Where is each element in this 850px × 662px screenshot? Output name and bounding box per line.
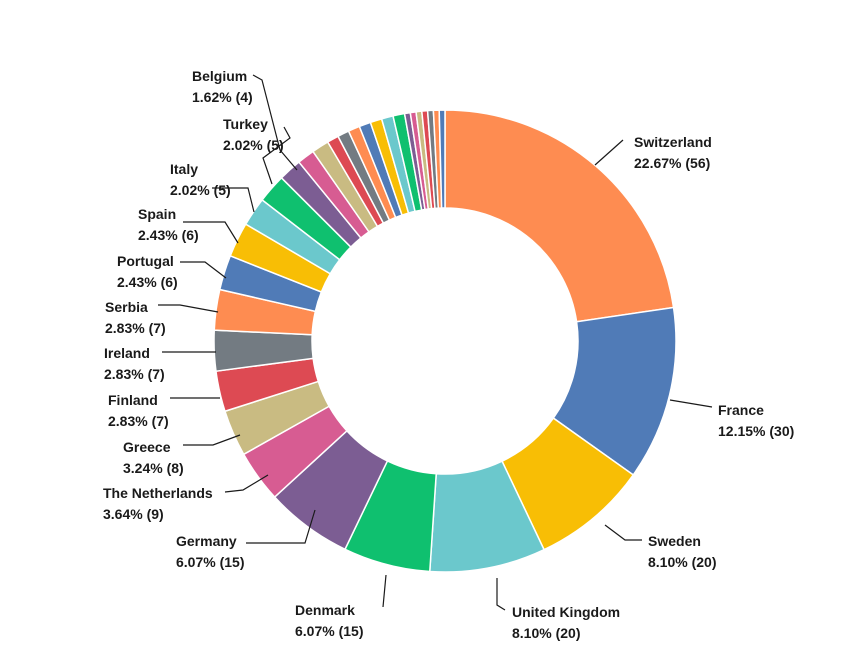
value-label-turkey: 2.02% (5) xyxy=(223,137,284,153)
label-portugal: Portugal xyxy=(117,253,174,269)
leader-line-sweden xyxy=(604,524,642,541)
label-ireland: Ireland xyxy=(104,345,150,361)
label-belgium: Belgium xyxy=(192,68,247,84)
slice-minor-16 xyxy=(438,109,446,209)
leader-line-italy xyxy=(212,187,255,213)
label-germany: Germany xyxy=(176,533,237,549)
label-sweden: Sweden xyxy=(648,533,701,549)
value-label-germany: 6.07% (15) xyxy=(176,554,244,570)
label-switzerland: Switzerland xyxy=(634,134,712,150)
value-label-italy: 2.02% (5) xyxy=(170,182,231,198)
leader-line-spain xyxy=(183,221,239,244)
label-the-netherlands: The Netherlands xyxy=(103,485,213,501)
value-label-serbia: 2.83% (7) xyxy=(105,320,166,336)
value-label-finland: 2.83% (7) xyxy=(108,413,169,429)
label-serbia: Serbia xyxy=(105,299,148,315)
value-label-portugal: 2.43% (6) xyxy=(117,274,178,290)
value-label-greece: 3.24% (8) xyxy=(123,460,184,476)
value-label-ireland: 2.83% (7) xyxy=(104,366,165,382)
label-italy: Italy xyxy=(170,161,198,177)
value-label-spain: 2.43% (6) xyxy=(138,227,199,243)
label-denmark: Denmark xyxy=(295,602,355,618)
label-spain: Spain xyxy=(138,206,176,222)
labels-group: Switzerland 22.67% (56) France 12.15% (30) S… xyxy=(103,68,794,641)
leader-line-turkey xyxy=(262,126,291,185)
value-label-united-kingdom: 8.10% (20) xyxy=(512,625,580,641)
value-label-france: 12.15% (30) xyxy=(718,423,794,439)
leader-line-the-netherlands xyxy=(224,474,269,493)
leader-line-france xyxy=(669,399,713,408)
leader-lines-group xyxy=(158,74,713,611)
leader-line-belgium xyxy=(252,74,298,171)
label-united-kingdom: United Kingdom xyxy=(512,604,620,620)
slices-group xyxy=(213,109,677,573)
leader-line-united-kingdom xyxy=(496,578,506,611)
leader-line-portugal xyxy=(180,261,227,279)
value-label-the-netherlands: 3.64% (9) xyxy=(103,506,164,522)
label-france: France xyxy=(718,402,764,418)
slice-switzerland xyxy=(444,109,675,323)
leader-line-serbia xyxy=(158,304,219,313)
label-greece: Greece xyxy=(123,439,171,455)
value-label-denmark: 6.07% (15) xyxy=(295,623,363,639)
leader-line-greece xyxy=(183,434,241,446)
label-finland: Finland xyxy=(108,392,158,408)
value-label-sweden: 8.10% (20) xyxy=(648,554,716,570)
leader-line-germany xyxy=(246,509,316,544)
value-label-switzerland: 22.67% (56) xyxy=(634,155,710,171)
leader-line-denmark xyxy=(382,574,387,608)
label-turkey: Turkey xyxy=(223,116,268,132)
leader-line-switzerland xyxy=(594,139,624,166)
value-label-belgium: 1.62% (4) xyxy=(192,89,253,105)
